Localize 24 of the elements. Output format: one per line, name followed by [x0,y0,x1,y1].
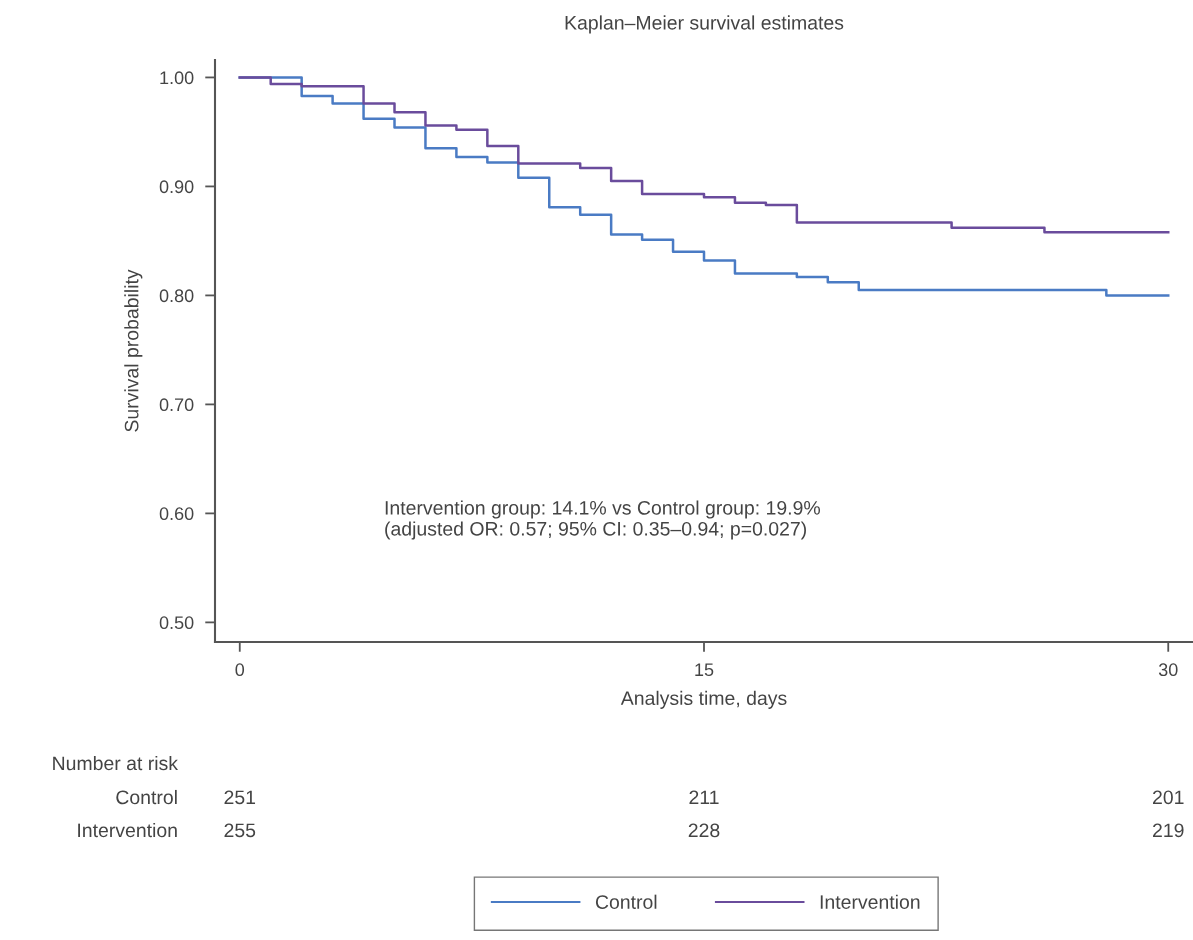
y-tick-label: 0.70 [159,398,194,412]
chart-title: Kaplan–Meier survival estimates [565,15,844,34]
x-tick-label: 30 [1158,663,1178,677]
text: Control [116,789,177,805]
legend-label: Intervention [820,894,920,909]
y-axis-title: Survival probability [124,269,143,432]
text: 201 [1153,790,1184,805]
x-tick-label: 15 [695,663,714,677]
y-tick-label: 0.90 [159,180,194,194]
text: Intervention [78,822,177,838]
annotation: Intervention group: 14.1% vs Control group: 19.9% (adjusted OR: 0.57; 95% CI: 0.35–0.94; p=0.027) [385,500,820,540]
x-axis-title: Analysis time, days [620,690,787,709]
y-tick-label: 1.00 [160,71,194,85]
text: 219 [1153,823,1184,838]
text: 255 [224,823,256,838]
x-tick-label: 0 [235,663,245,677]
y-tick-label: 0.80 [159,289,194,303]
text: 251 [224,790,256,805]
legend-label: Control [595,894,657,909]
y-tick-label: 0.50 [159,616,194,630]
text: 211 [689,790,719,805]
text: Number at risk [53,755,179,771]
y-tick-label: 0.60 [159,507,194,521]
text: 228 [688,823,720,838]
